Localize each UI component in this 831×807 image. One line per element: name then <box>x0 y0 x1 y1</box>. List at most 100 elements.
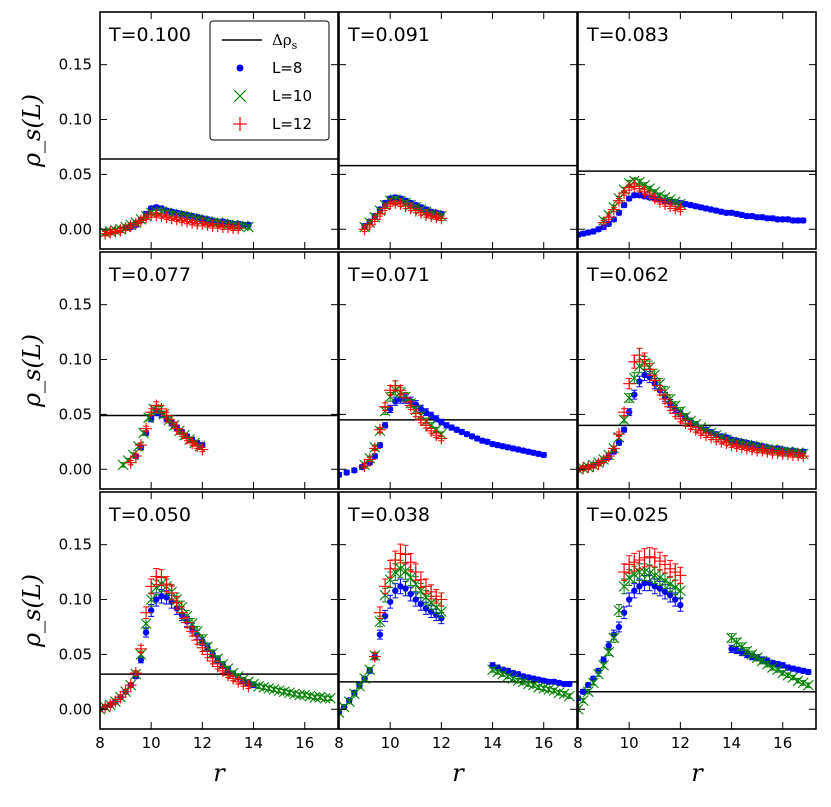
data-point-L12 <box>104 698 117 711</box>
data-point-L10 <box>319 692 331 704</box>
data-point-L10 <box>669 400 681 412</box>
data-point-L10 <box>587 677 599 689</box>
data-point-L10 <box>741 645 753 657</box>
axis-ticks <box>338 492 577 729</box>
data-point-L12 <box>792 448 805 461</box>
data-point-L12 <box>140 606 153 619</box>
data-point-L12 <box>623 181 636 194</box>
data-point-L8 <box>672 592 679 607</box>
y-tick-label: 0.15 <box>59 536 92 554</box>
y-tick-label: 0.05 <box>59 165 92 183</box>
data-point-L12 <box>633 182 646 195</box>
data-point-L12 <box>404 399 417 412</box>
data-point-L10 <box>746 649 758 660</box>
data-point-L12 <box>368 650 381 663</box>
data-point-L12 <box>175 214 188 227</box>
panel-title: T=0.091 <box>347 24 430 46</box>
y-tick-label: 0.15 <box>59 296 92 314</box>
x-tick-label: 16 <box>773 734 792 752</box>
data-point-L10 <box>674 583 686 599</box>
data-point-L12 <box>368 213 381 226</box>
data-point-L12 <box>659 393 672 406</box>
data-point-L8 <box>520 447 527 454</box>
data-point-L12 <box>124 456 137 469</box>
panel-4: T=0.077 <box>99 251 339 490</box>
data-point-L12 <box>196 641 209 654</box>
data-point-L12 <box>404 552 417 572</box>
series-L10 <box>578 563 814 715</box>
y-tick-label: 0.15 <box>59 56 92 74</box>
data-point-L8 <box>728 644 735 654</box>
data-point-L10 <box>582 686 594 698</box>
data-point-L10 <box>243 221 254 233</box>
plot-area <box>339 543 577 718</box>
data-point-L12 <box>389 196 402 209</box>
legend-label-L8: L=8 <box>272 59 302 77</box>
data-point-L10 <box>309 691 321 703</box>
data-point-L8 <box>682 200 689 208</box>
y-tick-label: 0.05 <box>59 645 92 663</box>
data-point-L8 <box>769 215 776 222</box>
data-point-L8 <box>697 204 705 211</box>
panel-8: T=0.038 <box>338 491 578 730</box>
data-point-L12 <box>420 578 433 595</box>
data-point-L12 <box>150 568 163 585</box>
data-point-L12 <box>373 606 386 619</box>
data-point-L10 <box>603 646 615 658</box>
y-tick-label: 0.00 <box>59 460 92 478</box>
data-point-L10 <box>343 696 355 707</box>
data-point-L8 <box>504 444 512 451</box>
panel-2: T=0.091 <box>338 11 578 250</box>
data-point-L12 <box>379 578 392 595</box>
data-point-L12 <box>389 550 402 570</box>
data-point-L12 <box>643 362 656 376</box>
plot-area <box>578 170 816 238</box>
data-point-L12 <box>363 218 376 231</box>
data-point-L12 <box>643 547 656 567</box>
data-point-L8 <box>712 207 720 214</box>
data-point-L10 <box>756 655 768 667</box>
data-point-L8 <box>784 216 792 223</box>
data-point-L12 <box>165 585 178 601</box>
data-point-L12 <box>643 189 656 202</box>
data-point-L12 <box>104 226 117 239</box>
panel-3: T=0.083 <box>577 11 817 250</box>
data-point-L10 <box>761 658 773 670</box>
data-point-L8 <box>687 201 694 209</box>
data-point-L12 <box>186 216 199 229</box>
data-point-L10 <box>623 392 635 404</box>
data-point-L12 <box>602 211 615 224</box>
data-point-L8 <box>376 629 384 640</box>
data-point-L12 <box>664 400 677 413</box>
data-point-L12 <box>689 423 702 436</box>
data-point-L8 <box>499 443 506 450</box>
data-point-L12 <box>129 667 142 680</box>
data-point-L12 <box>165 212 178 225</box>
panel-title: T=0.100 <box>108 24 191 46</box>
data-point-L12 <box>425 210 438 223</box>
data-point-L8 <box>494 441 501 449</box>
data-point-L12 <box>409 407 422 420</box>
x-tick-label: 10 <box>142 734 161 752</box>
data-point-L12 <box>618 406 631 419</box>
data-point-L8 <box>142 627 150 638</box>
data-point-L8 <box>530 449 537 456</box>
data-point-L8 <box>800 217 807 224</box>
panel-frame <box>577 251 817 490</box>
data-point-L8 <box>579 230 587 237</box>
data-point-L12 <box>628 354 641 369</box>
plot-area <box>100 568 338 716</box>
data-point-L8 <box>386 594 394 609</box>
series-L12 <box>358 196 448 236</box>
data-point-L8 <box>656 580 664 597</box>
data-point-L10 <box>777 667 789 679</box>
data-point-L8 <box>631 583 638 599</box>
data-point-L12 <box>430 211 443 224</box>
data-point-L8 <box>351 467 358 474</box>
data-point-L12 <box>602 450 615 463</box>
data-point-L12 <box>145 406 158 419</box>
x-tick-label: 12 <box>193 734 212 752</box>
x-axis-label: r <box>452 759 465 787</box>
data-point-L12 <box>134 642 147 655</box>
data-point-L10 <box>664 576 676 593</box>
